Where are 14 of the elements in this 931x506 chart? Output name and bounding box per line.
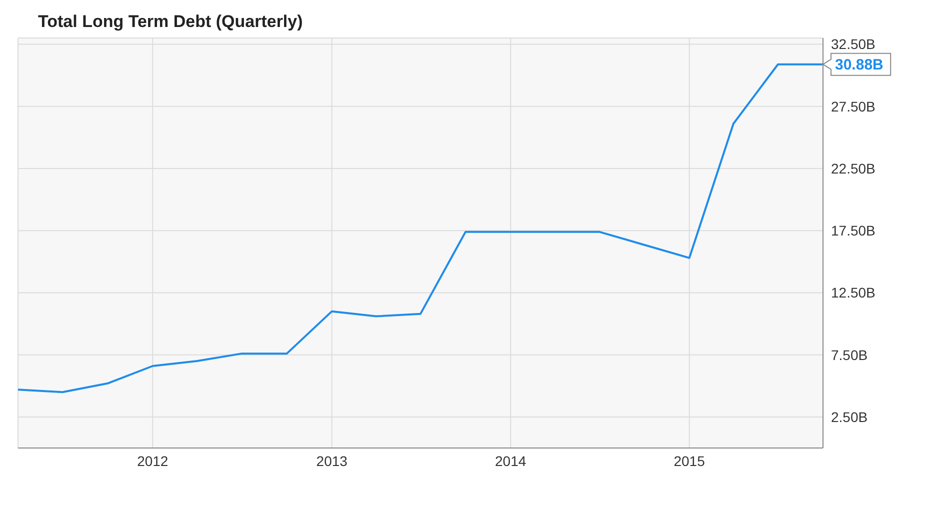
y-tick-label: 32.50B — [831, 36, 876, 52]
annotation: 30.88B — [835, 56, 884, 74]
x-tick-label: 2014 — [495, 452, 526, 469]
line-series — [18, 63, 823, 394]
y-tick-label: 12.50B — [831, 284, 876, 301]
y-tick-label: 17.50B — [831, 222, 876, 239]
y-tick-label: 22.50B — [831, 160, 876, 176]
y-tick-label: 2.50B — [831, 408, 868, 425]
y-tick-label: 27.50B — [831, 98, 876, 114]
x-tick-label: 2013 — [316, 452, 348, 469]
chart-title: Total Long Term Debt (Quarterly) — [38, 12, 303, 32]
x-tick-label: 2015 — [674, 452, 706, 469]
x-tick-label: 2012 — [137, 452, 168, 469]
y-tick-label: 7.50B — [831, 346, 868, 363]
